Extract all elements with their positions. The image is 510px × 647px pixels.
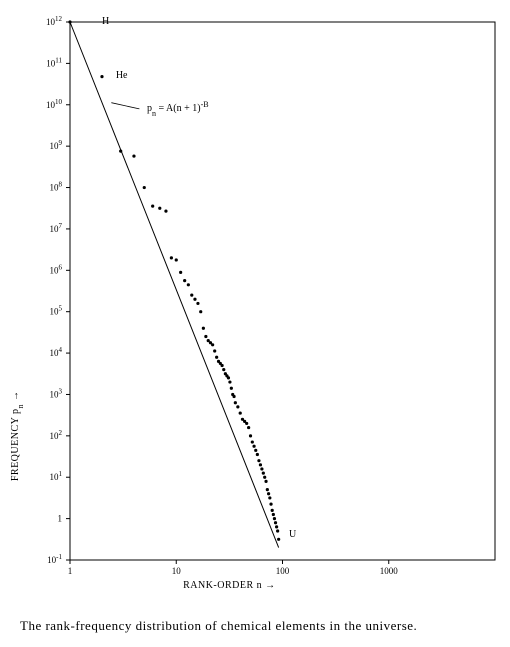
data-point [232, 395, 235, 398]
equation-leader [111, 103, 139, 109]
y-tick-label: 109 [50, 139, 63, 151]
data-point [272, 513, 275, 516]
chart-caption: The rank-frequency distribution of chemi… [0, 618, 510, 634]
x-tick-label: 1 [68, 566, 73, 576]
data-point [267, 492, 270, 495]
data-point [183, 279, 186, 282]
data-point [275, 525, 278, 528]
x-tick-label: 100 [276, 566, 290, 576]
fit-line [70, 22, 279, 548]
y-tick-label: 101 [50, 470, 63, 482]
data-point [179, 271, 182, 274]
data-point [227, 376, 230, 379]
data-point [269, 503, 272, 506]
data-point [230, 387, 233, 390]
y-tick-label: 1010 [46, 98, 63, 110]
y-tick-label: 10-1 [47, 553, 62, 565]
data-point [234, 401, 237, 404]
data-point [215, 356, 218, 359]
x-tick-label: 10 [172, 566, 182, 576]
data-point [228, 380, 231, 383]
data-point [204, 335, 207, 338]
data-point [132, 154, 135, 157]
y-tick-label: 102 [50, 429, 63, 441]
data-point [196, 302, 199, 305]
data-point [193, 298, 196, 301]
data-point [151, 205, 154, 208]
rank-frequency-chart: 10-1110110210310410510610710810910101011… [0, 0, 510, 642]
data-point [254, 449, 257, 452]
data-point [213, 349, 216, 352]
data-point [245, 422, 248, 425]
data-point [264, 480, 267, 483]
data-point [202, 327, 205, 330]
data-point [277, 538, 280, 541]
data-point [222, 368, 225, 371]
data-point [251, 440, 254, 443]
y-tick-label: 107 [50, 222, 63, 234]
data-point [276, 529, 279, 532]
chart-container: 10-1110110210310410510610710810910101011… [0, 0, 510, 642]
data-point [175, 258, 178, 261]
data-point [100, 75, 103, 78]
x-axis-label: RANK-ORDER n → [183, 580, 276, 591]
plot-border [70, 22, 495, 560]
data-point [259, 463, 262, 466]
y-tick-label: 1011 [46, 56, 62, 68]
data-point [266, 488, 269, 491]
data-point [68, 20, 71, 23]
y-tick-label: 1012 [46, 15, 63, 27]
data-point [247, 426, 250, 429]
data-point [211, 343, 214, 346]
data-point [257, 459, 260, 462]
data-point [260, 467, 263, 470]
y-tick-label: 104 [50, 346, 63, 358]
data-point [274, 521, 277, 524]
data-point [262, 471, 265, 474]
data-point [271, 509, 274, 512]
data-point [143, 186, 146, 189]
data-point [190, 294, 193, 297]
y-tick-label: 103 [50, 387, 63, 399]
data-point [256, 453, 259, 456]
y-tick-label: 105 [50, 305, 63, 317]
y-tick-label: 108 [50, 181, 63, 193]
data-point [170, 256, 173, 259]
data-point [164, 210, 167, 213]
y-tick-label: 106 [50, 263, 63, 275]
y-axis-label: FREQUENCY pn → [10, 391, 25, 482]
point-annotation: H [102, 16, 109, 27]
data-point [158, 207, 161, 210]
data-point [239, 411, 242, 414]
y-tick-label: 1 [58, 514, 63, 524]
data-point [119, 150, 122, 153]
x-tick-label: 1000 [380, 566, 399, 576]
point-annotation: U [289, 529, 297, 540]
data-point [220, 364, 223, 367]
data-point [199, 310, 202, 313]
point-annotation: He [116, 70, 128, 81]
data-point [263, 476, 266, 479]
equation-label: pn = A(n + 1)-B [147, 99, 209, 117]
data-point [252, 445, 255, 448]
data-point [249, 434, 252, 437]
data-point [187, 283, 190, 286]
data-point [268, 496, 271, 499]
data-point [273, 517, 276, 520]
data-point [236, 405, 239, 408]
